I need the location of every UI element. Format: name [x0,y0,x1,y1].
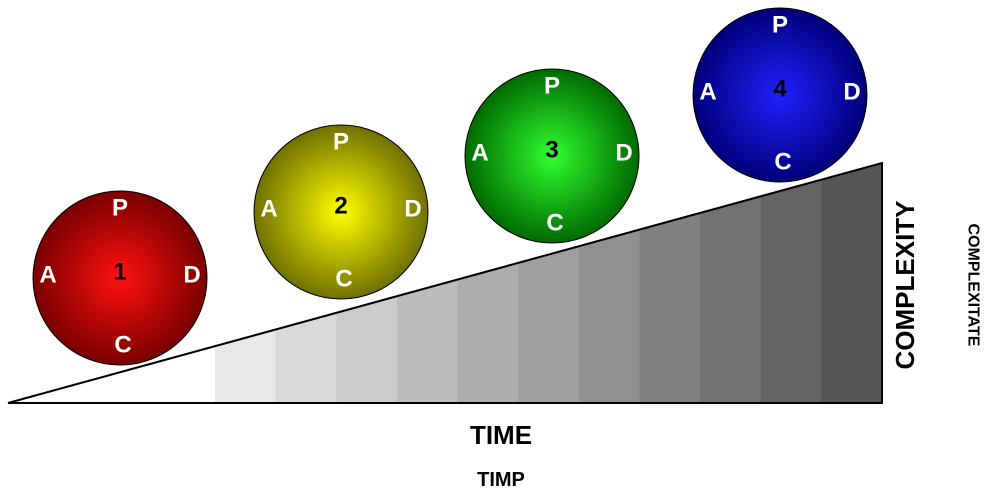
pdca-circle: 1 P A D C [32,190,208,366]
circle-number: 2 [334,193,347,220]
complexity-wedge [7,161,883,404]
circle-body [692,7,868,183]
check-letter: C [335,266,352,293]
do-letter: D [183,262,200,289]
wedge-band [639,163,701,403]
wedge-band [700,163,762,403]
y-label-translation: COMPLEXITATE [965,224,982,347]
act-letter: A [260,196,277,223]
y-label: COMPLEXITY [890,200,920,369]
pdca-circle: 2 P A D C [253,124,429,300]
act-letter: A [471,140,488,167]
x-label: TIME [470,420,532,450]
pdca-circle: 4 P A D C [692,7,868,183]
x-label-translation: TIMP [477,469,525,491]
plan-letter: P [544,73,560,100]
plan-letter: P [333,129,349,156]
do-letter: D [404,196,421,223]
circle-number: 1 [113,259,126,286]
act-letter: A [39,262,56,289]
plan-letter: P [772,12,788,39]
check-letter: C [114,332,131,359]
act-letter: A [699,79,716,106]
plan-letter: P [112,195,128,222]
wedge-band [821,163,882,403]
do-letter: D [615,140,632,167]
do-letter: D [843,79,860,106]
circle-body [32,190,208,366]
check-letter: C [546,210,563,237]
circle-body [253,124,429,300]
check-letter: C [774,149,791,176]
circle-number: 4 [773,76,787,103]
wedge-band [760,163,822,403]
circle-body [464,68,640,244]
circle-number: 3 [545,137,558,164]
pdca-circle: 3 P A D C [464,68,640,244]
